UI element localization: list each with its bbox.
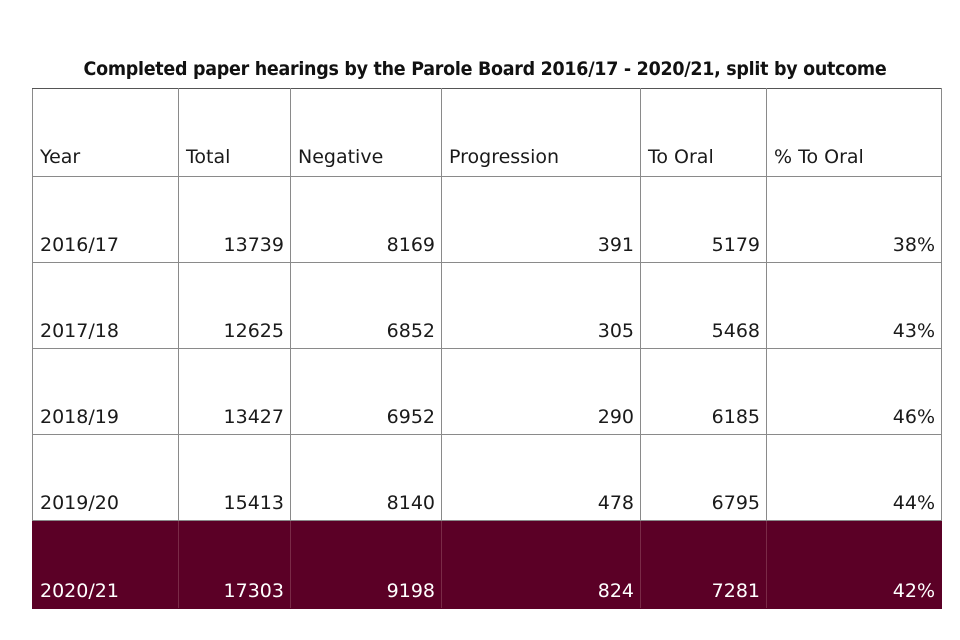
cell-negative: 9198 xyxy=(290,520,442,609)
column-header-negative: Negative xyxy=(290,88,442,177)
cell-year: 2017/18 xyxy=(32,262,179,349)
cell-year: 2016/17 xyxy=(32,176,179,263)
cell-progression: 824 xyxy=(441,520,641,609)
table-row: 2016/17 13739 8169 391 5179 38% xyxy=(32,176,942,263)
cell-year: 2019/20 xyxy=(32,434,179,521)
cell-total: 15413 xyxy=(178,434,291,521)
table-row: 2018/19 13427 6952 290 6185 46% xyxy=(32,348,942,435)
column-header-pct-to-oral: % To Oral xyxy=(766,88,942,177)
cell-progression: 391 xyxy=(441,176,641,263)
cell-negative: 6952 xyxy=(290,348,442,435)
cell-pct-to-oral: 44% xyxy=(766,434,942,521)
cell-negative: 8169 xyxy=(290,176,442,263)
header-row: Year Total Negative Progression To Oral … xyxy=(32,88,942,177)
cell-pct-to-oral: 46% xyxy=(766,348,942,435)
cell-negative: 8140 xyxy=(290,434,442,521)
column-header-to-oral: To Oral xyxy=(640,88,767,177)
cell-total: 13427 xyxy=(178,348,291,435)
cell-negative: 6852 xyxy=(290,262,442,349)
cell-to-oral: 6795 xyxy=(640,434,767,521)
cell-pct-to-oral: 38% xyxy=(766,176,942,263)
cell-to-oral: 5179 xyxy=(640,176,767,263)
cell-to-oral: 6185 xyxy=(640,348,767,435)
cell-total: 12625 xyxy=(178,262,291,349)
cell-total: 17303 xyxy=(178,520,291,609)
column-header-progression: Progression xyxy=(441,88,641,177)
table-row: 2017/18 12625 6852 305 5468 43% xyxy=(32,262,942,349)
cell-to-oral: 5468 xyxy=(640,262,767,349)
column-header-total: Total xyxy=(178,88,291,177)
table-row: 2019/20 15413 8140 478 6795 44% xyxy=(32,434,942,521)
cell-year: 2018/19 xyxy=(32,348,179,435)
table-title: Completed paper hearings by the Parole B… xyxy=(83,58,887,80)
cell-pct-to-oral: 43% xyxy=(766,262,942,349)
cell-year: 2020/21 xyxy=(32,520,179,609)
table-row-highlighted: 2020/21 17303 9198 824 7281 42% xyxy=(32,520,942,609)
cell-to-oral: 7281 xyxy=(640,520,767,609)
parole-hearings-table: Year Total Negative Progression To Oral … xyxy=(32,88,942,609)
column-header-year: Year xyxy=(32,88,179,177)
cell-total: 13739 xyxy=(178,176,291,263)
cell-progression: 290 xyxy=(441,348,641,435)
cell-progression: 478 xyxy=(441,434,641,521)
cell-pct-to-oral: 42% xyxy=(766,520,942,609)
cell-progression: 305 xyxy=(441,262,641,349)
